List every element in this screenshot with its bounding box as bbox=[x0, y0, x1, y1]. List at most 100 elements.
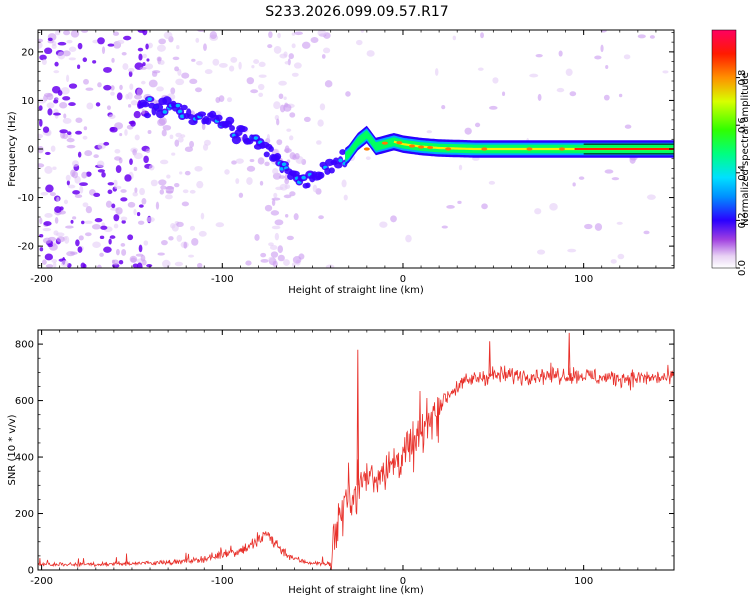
spectrogram-cell bbox=[235, 178, 240, 184]
spectrogram-cell bbox=[53, 70, 60, 74]
spectrogram-cell bbox=[604, 169, 614, 174]
spectrogram-cell bbox=[39, 247, 44, 252]
spectrogram-cell bbox=[477, 67, 484, 71]
spectrogram-cell bbox=[272, 168, 279, 175]
spectrogram-cell bbox=[157, 252, 165, 256]
colorbar: 0.0 0.2 0.4 0.6 0.8 Normalized spectral ampl… bbox=[711, 29, 750, 276]
spectrogram-cell bbox=[142, 53, 147, 59]
spectrogram-cell bbox=[268, 145, 274, 153]
spectrogram-cell bbox=[99, 252, 104, 257]
colorbar-label: Normalized spectral amplitude bbox=[740, 72, 750, 226]
spectrogram-hotspot bbox=[481, 147, 488, 151]
spectrogram-cell bbox=[68, 57, 76, 61]
spectrogram-cell bbox=[180, 104, 188, 111]
spectrogram-cell bbox=[474, 122, 481, 128]
spectrogram-cell bbox=[264, 204, 273, 212]
spectrogram-cell bbox=[179, 171, 183, 175]
spectrogram-cell bbox=[272, 260, 278, 268]
spectrogram-cell bbox=[124, 174, 132, 182]
spectrogram-cell bbox=[251, 64, 255, 69]
spectrogram-cell bbox=[49, 192, 56, 197]
spectrogram-cell bbox=[121, 219, 126, 224]
snr-ytick-label: 0 bbox=[28, 566, 34, 577]
spectrogram-cell bbox=[53, 261, 57, 268]
spectrogram-cell bbox=[201, 122, 206, 131]
spectrogram-cell bbox=[457, 200, 462, 204]
spectrogram-cell bbox=[53, 230, 59, 236]
spectrogram-cell bbox=[643, 230, 650, 235]
spectrogram-cell bbox=[101, 171, 106, 178]
snr-xtick-label: 100 bbox=[574, 576, 593, 587]
spectrogram-cell bbox=[45, 264, 54, 268]
spectrogram-cell bbox=[162, 259, 171, 268]
spectrogram-cell bbox=[97, 37, 105, 45]
spectrogram-cell bbox=[112, 31, 120, 36]
spectrogram-cell bbox=[181, 201, 189, 207]
spectrogram-cell bbox=[283, 96, 287, 100]
spectrogram-cell bbox=[133, 152, 143, 160]
spectrogram-cell bbox=[60, 87, 70, 95]
spectrogram-cell bbox=[283, 259, 290, 266]
spectrogram-cell bbox=[157, 44, 166, 52]
spectrogram-cell bbox=[572, 182, 576, 187]
spectrogram-cell bbox=[113, 214, 120, 222]
spectrogram-cell bbox=[536, 249, 546, 255]
spectrogram-cell bbox=[301, 41, 311, 49]
colorbar-tick-label: 0.4 bbox=[737, 165, 748, 181]
spectrogram-cell bbox=[291, 72, 299, 77]
spectrogram-cell bbox=[269, 245, 278, 251]
spectrogram-cell bbox=[271, 197, 281, 201]
spectrogram-cell bbox=[143, 240, 149, 246]
spectrogram-cell bbox=[108, 238, 112, 245]
spectrogram-cell bbox=[57, 89, 63, 96]
spectrogram-cell bbox=[218, 95, 225, 102]
spectrogram-hotspot bbox=[381, 141, 388, 145]
spectrogram-cell bbox=[194, 165, 203, 172]
spectrogram-cell bbox=[40, 191, 49, 196]
spectrogram-cell bbox=[175, 78, 185, 86]
spectrogram-cell bbox=[182, 189, 189, 194]
spectrogram-cell bbox=[405, 234, 412, 243]
spectrogram-cell bbox=[92, 60, 97, 64]
spectrogram-cell bbox=[150, 179, 158, 187]
spectrogram-cell bbox=[184, 170, 191, 176]
spectrogram-cell bbox=[166, 174, 171, 179]
spectrogram-hotspot bbox=[526, 147, 533, 151]
spectrogram-cell bbox=[263, 151, 270, 158]
spectrogram-cell bbox=[286, 128, 292, 132]
snr-line bbox=[38, 362, 674, 570]
spectrogram-cell bbox=[238, 61, 242, 70]
spectrogram-cell bbox=[197, 262, 203, 268]
spectrogram-cell bbox=[174, 182, 180, 188]
spectrogram-cell bbox=[39, 217, 43, 225]
spectrogram-cell bbox=[253, 59, 260, 65]
spectrogram-cell bbox=[56, 236, 66, 243]
snr-peak bbox=[567, 332, 571, 376]
spectrogram-cell bbox=[294, 31, 303, 36]
spectrogram-cell bbox=[66, 137, 75, 143]
spectrogram-cell bbox=[291, 32, 296, 36]
spectrogram-cell bbox=[57, 51, 66, 60]
spectrogram-cell bbox=[489, 105, 498, 110]
colorbar-tick-label: 0.8 bbox=[737, 70, 748, 86]
spectrogram-cell bbox=[145, 148, 151, 154]
spectrogram-cell bbox=[47, 108, 53, 116]
spectrogram-cell bbox=[115, 248, 120, 256]
spectrogram-cell bbox=[267, 44, 273, 49]
spectrogram-cell bbox=[292, 256, 302, 264]
spectrogram-cell bbox=[120, 197, 128, 202]
spectrogram-cell bbox=[196, 60, 203, 66]
spectrogram-cell bbox=[137, 220, 145, 225]
spectrogram-cell bbox=[68, 83, 78, 89]
spectrogram-cell bbox=[59, 102, 68, 109]
spectrogram-cell bbox=[115, 165, 122, 174]
snr-peak bbox=[356, 349, 360, 486]
spectrogram-cell bbox=[136, 211, 141, 217]
spectrogram-cell bbox=[537, 93, 542, 101]
spectrogram-cell bbox=[60, 260, 69, 267]
spectrogram-cell bbox=[441, 225, 448, 229]
colorbar-tick-label: 0.2 bbox=[737, 212, 748, 228]
spectrogram-cell bbox=[318, 215, 324, 220]
spectrogram-cell bbox=[42, 126, 50, 133]
spectrogram-cell bbox=[310, 37, 319, 43]
